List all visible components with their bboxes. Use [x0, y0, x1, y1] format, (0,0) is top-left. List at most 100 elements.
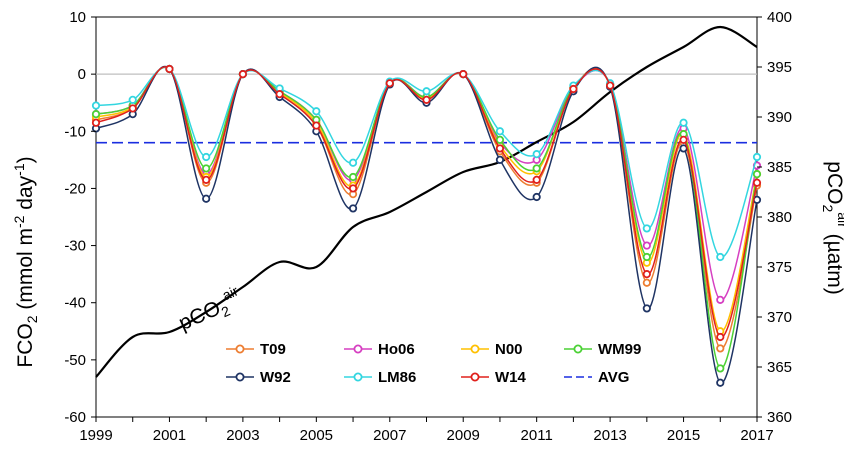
- y-axis-left-title: FCO2 (mmol m-2 day-1): [11, 156, 40, 367]
- pco2-annot-main: pCO: [175, 297, 224, 336]
- data-point: [202, 175, 211, 184]
- legend-item-t09: T09: [226, 341, 286, 358]
- y-left-tick-label: 10: [69, 9, 86, 26]
- data-point: [495, 144, 505, 153]
- data-point: [202, 164, 211, 173]
- data-point: [642, 278, 651, 287]
- data-point: [312, 121, 321, 130]
- legend-marker: [353, 344, 363, 354]
- y-right-tick-label: 360: [767, 409, 792, 426]
- data-point: [495, 135, 505, 144]
- x-tick-label: 2017: [740, 427, 773, 444]
- legend-label: W14: [495, 369, 527, 386]
- legend-label: Ho06: [378, 341, 415, 358]
- y-left-sub: 2: [24, 315, 40, 323]
- data-point: [642, 224, 651, 233]
- x-tick-label: 2001: [153, 427, 186, 444]
- data-point: [202, 194, 211, 203]
- legend: T09 Ho06 N00 WM99 W92 LM86 W14 AVG: [226, 341, 641, 386]
- y-left-tick-label: -50: [64, 352, 86, 369]
- y-left-tick-label: -10: [64, 123, 86, 140]
- legend-marker: [470, 344, 480, 354]
- data-point: [459, 70, 468, 79]
- data-point: [91, 118, 101, 127]
- y-right-tick-label: 385: [767, 159, 792, 176]
- x-tick-label: 2011: [521, 427, 553, 444]
- data-point: [348, 204, 358, 213]
- x-tick-label: 2013: [593, 427, 626, 444]
- y-left-sup: -2: [11, 215, 27, 228]
- legend-item-avg: AVG: [564, 369, 629, 386]
- legend-marker: [573, 344, 583, 354]
- y-right-tick-label: 400: [767, 9, 792, 26]
- legend-label: LM86: [378, 369, 416, 386]
- y-right-tick-label: 380: [767, 209, 792, 226]
- y-right-tick-label: 375: [767, 259, 792, 276]
- data-point: [202, 152, 211, 162]
- plot-frame: [95, 16, 758, 418]
- legend-marker: [235, 344, 245, 354]
- legend-marker: [470, 372, 480, 382]
- series-line: [95, 66, 758, 338]
- data-point: [128, 95, 137, 104]
- legend-item-w14: W14: [461, 369, 527, 386]
- legend-label: AVG: [598, 369, 629, 386]
- data-point: [91, 110, 101, 119]
- x-tick-label: 2009: [447, 427, 480, 444]
- y-left-end: day: [14, 175, 37, 215]
- data-point: [752, 170, 762, 179]
- legend-item-lm86: LM86: [344, 369, 416, 386]
- y-right-sup: air: [835, 212, 844, 228]
- y-right-main: pCO: [823, 161, 844, 204]
- pco2-air-series: [95, 25, 758, 378]
- pco2-air-line: [95, 25, 758, 378]
- data-point: [91, 101, 101, 110]
- series-w14: [91, 64, 762, 342]
- x-tick-label: 2005: [300, 427, 333, 444]
- legend-marker: [235, 372, 245, 382]
- data-point: [495, 155, 505, 164]
- x-tick-label: 2015: [667, 427, 700, 444]
- data-point: [716, 332, 725, 342]
- data-point: [385, 79, 394, 88]
- y-left-main: FCO: [14, 323, 37, 367]
- y-left-sup2: -1: [11, 163, 27, 176]
- y-left-tick-label: -30: [64, 238, 86, 255]
- data-point: [348, 184, 358, 193]
- data-point: [128, 104, 137, 113]
- data-point: [238, 70, 247, 79]
- y-left-tick-label: 0: [78, 66, 86, 83]
- data-point: [642, 241, 651, 250]
- data-point: [716, 295, 725, 304]
- legend-item-w92: W92: [226, 369, 291, 386]
- data-point: [312, 107, 321, 116]
- y-left-close: ): [14, 156, 37, 163]
- data-point: [532, 175, 541, 184]
- data-point: [348, 172, 358, 182]
- y-right-tick-label: 390: [767, 109, 792, 126]
- legend-item-n00: N00: [461, 341, 523, 358]
- x-tick-label: 2007: [373, 427, 406, 444]
- y-right-tick-label: 365: [767, 359, 792, 376]
- pco2-air-annotation: pCO2air: [173, 282, 247, 338]
- data-point: [679, 144, 688, 153]
- legend-marker: [353, 372, 363, 382]
- data-point: [716, 364, 725, 373]
- data-point: [716, 252, 725, 262]
- data-point: [642, 252, 651, 262]
- data-point: [679, 118, 688, 127]
- data-point: [348, 158, 358, 167]
- data-point: [642, 304, 651, 313]
- y-left-tick-label: -40: [64, 295, 86, 312]
- legend-item-wm99: WM99: [564, 341, 641, 358]
- axis-ticks: 10 0 -10 -20 -30 -40 -50 -60 400 395 390 385 380 375 3…: [64, 9, 792, 444]
- legend-label: W92: [260, 369, 291, 386]
- data-point: [752, 178, 762, 187]
- data-point: [532, 192, 541, 202]
- data-point: [422, 87, 431, 96]
- y-right-tick-label: 370: [767, 309, 792, 326]
- y-left-tick-label: -20: [64, 180, 86, 197]
- y-left-tick-label: -60: [64, 409, 86, 426]
- data-point: [569, 84, 578, 94]
